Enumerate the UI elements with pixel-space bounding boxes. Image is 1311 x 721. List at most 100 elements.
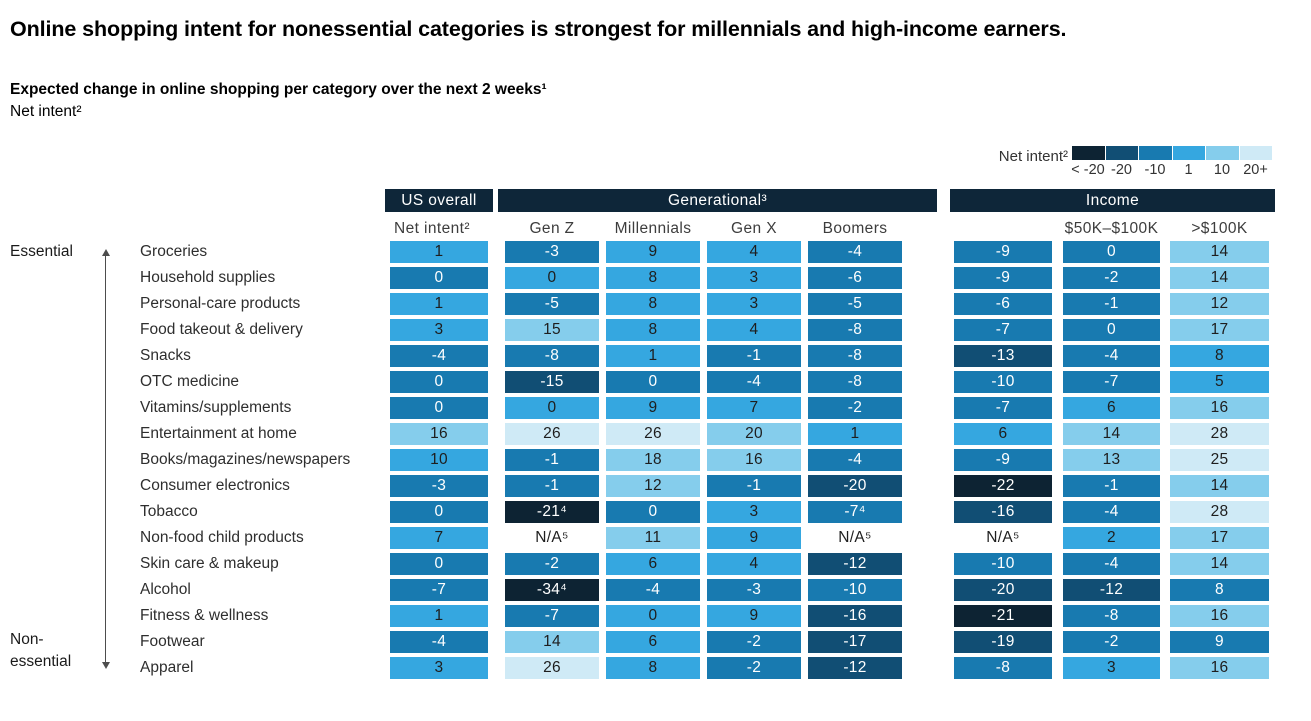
heat-cell: -2 (808, 397, 902, 419)
arrow-up-icon (101, 249, 110, 256)
heat-cell: -6 (808, 267, 902, 289)
heat-cell: 0 (505, 267, 599, 289)
legend-swatch (1206, 146, 1239, 160)
heat-cell: 1 (390, 241, 488, 263)
heat-cell: -22 (954, 475, 1052, 497)
essential-axis-arrow (100, 249, 111, 669)
category-label: Consumer electronics (140, 477, 290, 494)
legend-tick-label: -10 (1144, 162, 1166, 178)
heat-cell: 8 (606, 293, 700, 315)
heat-cell: 15 (505, 319, 599, 341)
heat-cell: -2 (707, 631, 801, 653)
heat-cell: -1 (707, 475, 801, 497)
heat-cell: 13 (1063, 449, 1160, 471)
legend-tick-label: 1 (1184, 162, 1193, 178)
heat-cell: 3 (390, 657, 488, 679)
legend-color-scale (1072, 146, 1272, 160)
column-group-band: US overall (385, 189, 493, 212)
heat-cell: 0 (505, 397, 599, 419)
column-group-band: Income (950, 189, 1275, 212)
heat-cell: 8 (606, 267, 700, 289)
heat-cell: 6 (606, 553, 700, 575)
heat-cell: -7 (505, 605, 599, 627)
heat-cell: 16 (1170, 605, 1269, 627)
heat-cell: -8 (505, 345, 599, 367)
legend-swatch (1172, 146, 1205, 160)
category-label: Skin care & makeup (140, 555, 279, 572)
heat-cell: -4 (707, 371, 801, 393)
column-header: Millennials (614, 220, 692, 237)
heat-cell: -9 (954, 241, 1052, 263)
arrow-shaft (105, 254, 106, 664)
heat-cell: 0 (390, 501, 488, 523)
heat-cell: -1 (1063, 293, 1160, 315)
heat-cell: 1 (606, 345, 700, 367)
legend-title: Net intent² (998, 148, 1068, 165)
heat-cell: -16 (954, 501, 1052, 523)
heat-cell: -8 (954, 657, 1052, 679)
heat-cell: -3 (390, 475, 488, 497)
heat-cell: -13 (954, 345, 1052, 367)
heat-cell: -2 (707, 657, 801, 679)
heat-cell: 8 (1170, 579, 1269, 601)
heat-cell: -15 (505, 371, 599, 393)
heat-cell: -21 (954, 605, 1052, 627)
heat-cell: 12 (606, 475, 700, 497)
heat-cell: -4 (1063, 553, 1160, 575)
heat-cell: -8 (1063, 605, 1160, 627)
legend-swatch (1072, 146, 1105, 160)
heat-cell: 9 (1170, 631, 1269, 653)
heat-cell: -4 (390, 345, 488, 367)
heat-cell: 0 (606, 371, 700, 393)
column-header: Boomers (822, 220, 888, 237)
heat-cell: 9 (606, 241, 700, 263)
heat-cell: -3 (505, 241, 599, 263)
heat-cell: -8 (808, 345, 902, 367)
heat-cell: -7 (954, 397, 1052, 419)
heat-cell: 16 (707, 449, 801, 471)
heat-cell: 14 (1170, 267, 1269, 289)
heat-cell: 9 (707, 605, 801, 627)
heat-cell: -4 (606, 579, 700, 601)
heat-cell: -6 (954, 293, 1052, 315)
essential-axis-label: Essential (10, 243, 73, 260)
heat-cell: 14 (505, 631, 599, 653)
heat-cell: -8 (808, 371, 902, 393)
heat-cell: -4 (1063, 345, 1160, 367)
category-label: Snacks (140, 347, 191, 364)
heat-cell: 4 (707, 319, 801, 341)
category-label: Personal-care products (140, 295, 301, 312)
heat-cell: 3 (707, 293, 801, 315)
heat-cell: 16 (390, 423, 488, 445)
heat-cell: 8 (606, 319, 700, 341)
heat-cell: N/A⁵ (838, 529, 872, 546)
category-label: Footwear (140, 633, 205, 650)
page-title: Online shopping intent for nonessential … (10, 17, 1067, 41)
heat-cell: -4 (808, 449, 902, 471)
heat-cell: 12 (1170, 293, 1269, 315)
heat-cell: N/A⁵ (535, 529, 569, 546)
heat-cell: -1 (1063, 475, 1160, 497)
category-label: OTC medicine (140, 373, 240, 390)
heat-cell: 14 (1170, 241, 1269, 263)
category-label: Non-food child products (140, 529, 304, 546)
heat-cell: 28 (1170, 423, 1269, 445)
heat-cell: -4 (808, 241, 902, 263)
heat-cell: 26 (505, 423, 599, 445)
heat-cell: 14 (1170, 475, 1269, 497)
heat-cell: -4 (1063, 501, 1160, 523)
heat-cell: -12 (808, 553, 902, 575)
legend-tick-label: -20 (1111, 162, 1132, 178)
legend-tick-label: 20+ (1243, 162, 1268, 178)
heat-cell: 16 (1170, 657, 1269, 679)
heat-cell: -8 (808, 319, 902, 341)
category-label: Household supplies (140, 269, 276, 286)
legend-swatch (1139, 146, 1172, 160)
heat-cell: 7 (707, 397, 801, 419)
nonessential-line1: Non- (10, 631, 44, 648)
heat-cell: 1 (390, 605, 488, 627)
heat-cell: 26 (606, 423, 700, 445)
heat-cell: 16 (1170, 397, 1269, 419)
heat-cell: 1 (390, 293, 488, 315)
